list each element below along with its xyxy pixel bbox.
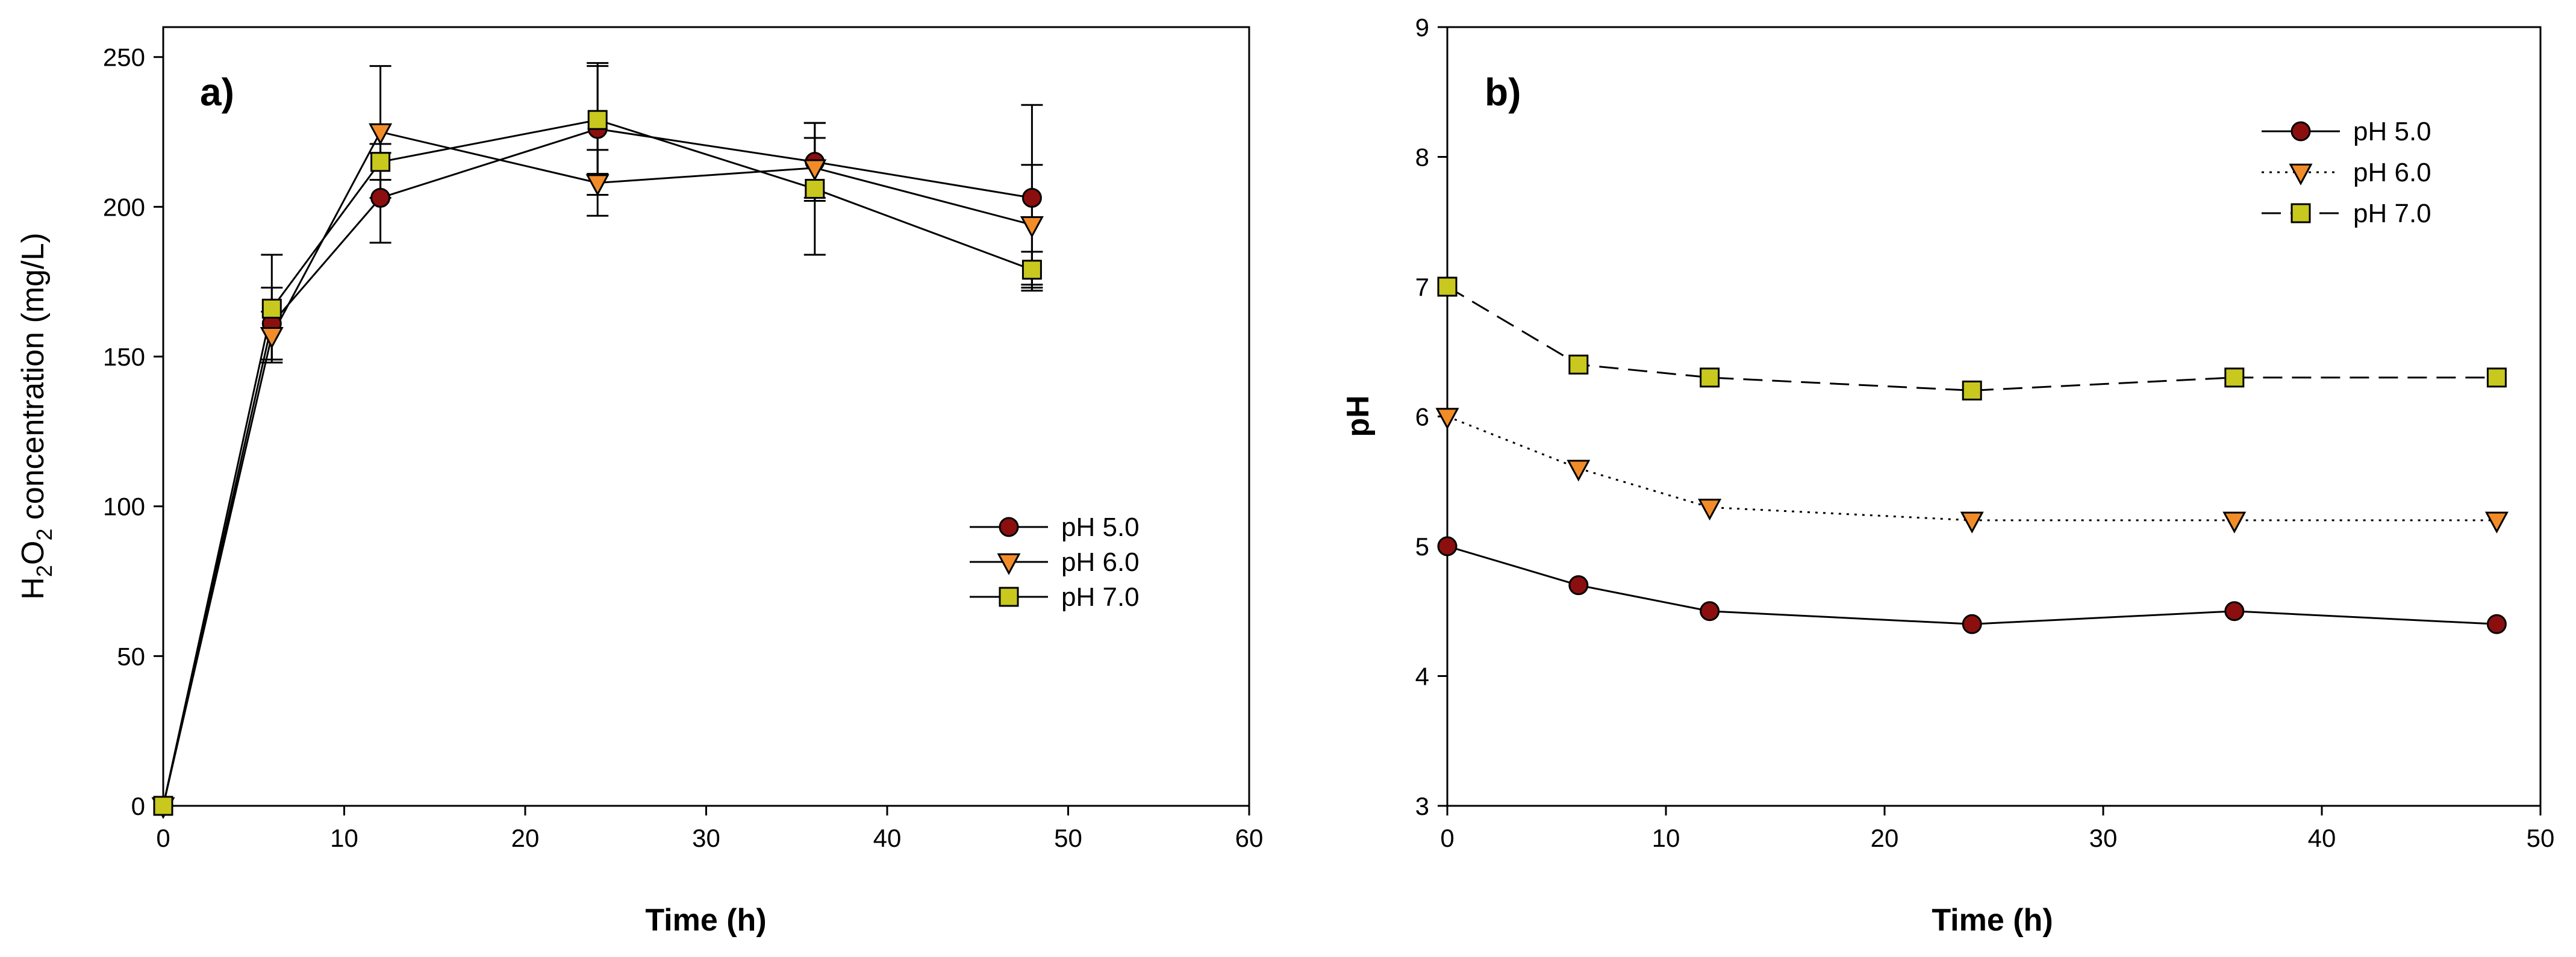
panel-a-series-ph5-line xyxy=(162,128,1032,806)
panel-b-y-tick-label: 5 xyxy=(1415,532,1429,561)
panel-a-x-tick-label: 0 xyxy=(156,824,170,852)
panel-a-point-ph7 xyxy=(587,110,608,130)
panel-a-point-ph6 xyxy=(585,174,610,196)
panel-b-x-tick-label: 20 xyxy=(1871,824,1899,852)
panel-b-x-tick-label: 40 xyxy=(2308,824,2336,852)
panel-a-legend: pH 5.0 pH 6.0 pH 7.0 xyxy=(970,513,1140,612)
panel-a-y-tick-label: 150 xyxy=(103,343,145,371)
panel-b-point-ph7 xyxy=(2224,367,2245,388)
panel-a-point-ph6 xyxy=(803,159,827,181)
panel-b-y-tick-label: 3 xyxy=(1415,792,1429,820)
panel-b-series-ph5-line xyxy=(1447,545,2497,625)
panel-b-x-tick-label: 50 xyxy=(2527,824,2555,852)
panel-a-series-ph7-line xyxy=(162,119,1032,806)
panel-b-point-ph6 xyxy=(2484,511,2509,534)
panel-a-x-tick-label: 10 xyxy=(330,824,358,852)
panel-a-plot-frame xyxy=(162,26,1250,807)
panel-b-x-tick-label: 10 xyxy=(1652,824,1680,852)
panel-b-point-ph7 xyxy=(2486,367,2507,388)
panel-a-legend-label: pH 7.0 xyxy=(1061,582,1140,612)
panel-a-y-tick-label: 200 xyxy=(103,193,145,221)
panel-a-legend-label: pH 6.0 xyxy=(1061,547,1140,577)
panel-a-chart: 0 10 20 30 40 50 60 0 50 100 150 200 250 a) Time (h)… xyxy=(16,26,1264,938)
panel-a-x-tick-label: 20 xyxy=(511,824,540,852)
panel-a-x-tick-label: 30 xyxy=(692,824,720,852)
panel-b-point-ph6 xyxy=(2222,511,2247,534)
panel-b-legend-label: pH 7.0 xyxy=(2353,199,2431,228)
panel-b-x-tick-label: 0 xyxy=(1440,824,1454,852)
panel-a-y-axis-title: H2O2 concentration (mg/L) xyxy=(16,232,57,599)
panel-b-legend-marker xyxy=(2289,163,2313,185)
panel-a-point-ph7 xyxy=(370,152,391,172)
panel-b-legend-label: pH 5.0 xyxy=(2353,117,2431,146)
panel-b-y-axis-title: pH xyxy=(1341,395,1376,437)
panel-a-point-ph5 xyxy=(370,187,391,208)
panel-a-point-ph7 xyxy=(261,298,282,319)
panel-a-x-axis-title: Time (h) xyxy=(645,903,766,938)
panel-a-point-ph5 xyxy=(1021,187,1042,208)
panel-a-legend-marker xyxy=(999,517,1019,537)
panel-b-legend-marker xyxy=(2291,121,2311,142)
panel-b-x-tick-label: 30 xyxy=(2089,824,2118,852)
panel-b-point-ph6 xyxy=(1435,408,1459,430)
panel-b-point-ph5 xyxy=(1700,601,1720,622)
panel-b-y-tick-label: 6 xyxy=(1415,403,1429,431)
panel-a-y-tick-label: 50 xyxy=(117,642,145,670)
panel-b-point-ph5 xyxy=(1437,536,1458,556)
panel-b-point-ph6 xyxy=(1567,460,1591,482)
panel-b-legend: pH 5.0 pH 6.0 pH 7.0 xyxy=(2262,117,2431,228)
panel-b-point-ph7 xyxy=(1700,367,1720,388)
panel-b-point-ph7 xyxy=(1437,276,1458,297)
panel-b-point-ph6 xyxy=(1698,499,1722,521)
panel-b-y-tick-label: 4 xyxy=(1415,662,1429,691)
panel-a-point-ph7 xyxy=(153,796,173,816)
panel-a-x-tick-label: 40 xyxy=(873,824,902,852)
panel-a-point-ph6 xyxy=(260,326,284,349)
panel-b-label: b) xyxy=(1485,70,1521,114)
panel-b-series-ph7-line xyxy=(1447,285,2497,391)
panel-a-point-ph7 xyxy=(1021,260,1042,280)
panel-a-y-tick-label: 100 xyxy=(103,493,145,521)
panel-b-legend-marker xyxy=(2291,203,2311,223)
panel-a-label: a) xyxy=(200,70,234,114)
panel-a-y-tick-label: 0 xyxy=(131,792,145,820)
panel-a-legend-marker xyxy=(999,587,1019,607)
panel-a-legend-marker xyxy=(997,553,1021,575)
panel-b-chart: 0 10 20 30 40 50 3 4 5 6 7 8 9 b) Time (h) pH pH 5.0… xyxy=(1341,13,2554,938)
panel-b-legend-label: pH 6.0 xyxy=(2353,158,2431,187)
panel-b-y-tick-label: 9 xyxy=(1415,13,1429,42)
panel-b-y-tick-label: 7 xyxy=(1415,273,1429,301)
panel-b-series-ph6-line xyxy=(1447,416,2497,522)
panel-b-point-ph7 xyxy=(1962,380,1982,401)
panel-a-y-tick-label: 250 xyxy=(103,43,145,72)
panel-b-x-axis-title: Time (h) xyxy=(1932,903,2053,938)
panel-b-point-ph6 xyxy=(1960,511,1984,534)
panel-b-point-ph5 xyxy=(2224,601,2245,622)
panel-b-y-tick-label: 8 xyxy=(1415,143,1429,172)
panel-a-point-ph7 xyxy=(805,179,825,199)
panel-a-x-tick-label: 50 xyxy=(1054,824,1082,852)
panel-a-series-ph6-line xyxy=(162,131,1032,806)
panel-b-point-ph5 xyxy=(1568,575,1589,596)
panel-a-legend-label: pH 5.0 xyxy=(1061,513,1140,542)
panel-b-point-ph5 xyxy=(2486,614,2507,634)
panel-a-point-ph6 xyxy=(369,123,393,145)
panel-a-point-ph6 xyxy=(1020,216,1044,238)
panel-a-x-tick-label: 60 xyxy=(1235,824,1264,852)
panel-b-point-ph7 xyxy=(1568,354,1589,375)
panel-b-point-ph5 xyxy=(1962,614,1982,634)
